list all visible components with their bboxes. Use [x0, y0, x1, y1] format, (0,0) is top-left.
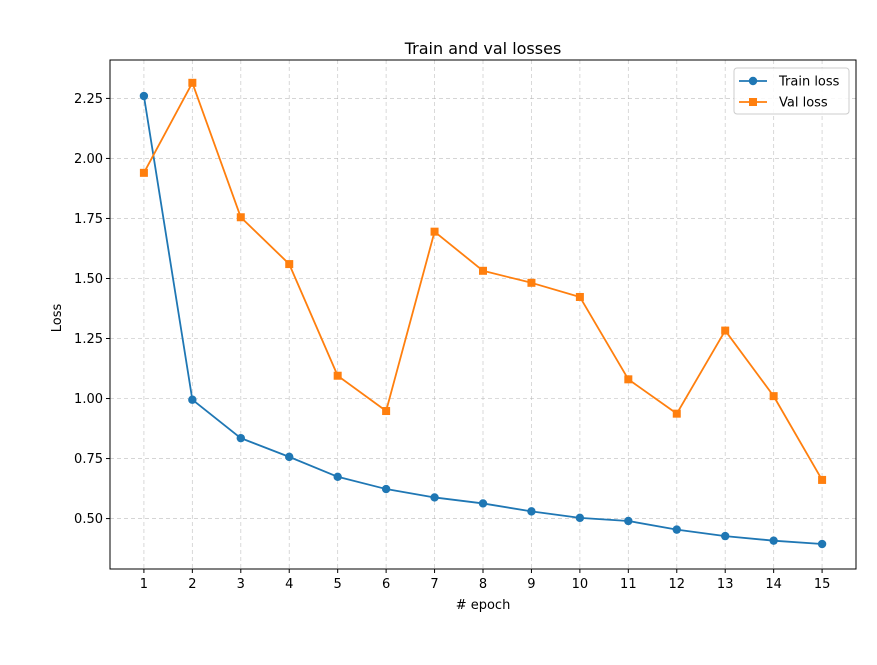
train-loss-point — [333, 472, 342, 482]
train-loss-legend-label: Train loss — [778, 75, 840, 90]
val-loss-point — [139, 168, 148, 177]
val-loss-point — [818, 475, 827, 484]
x-tick-label: 1 — [140, 577, 148, 592]
x-tick-label: 2 — [188, 577, 196, 592]
train-loss-point — [188, 395, 197, 404]
x-tick-label: 14 — [765, 577, 782, 592]
y-tick-label: 0.75 — [74, 452, 103, 467]
axis-ticks: 1 2 3 4 5 6 7 8 9 10 11 12 13 14 150.500.751.001.251.5… — [74, 92, 830, 592]
val-loss-point — [236, 213, 245, 222]
train-loss-point — [721, 531, 730, 541]
y-tick-label: 2.00 — [74, 152, 103, 167]
val-loss-point — [382, 407, 391, 416]
train-loss-point — [430, 493, 439, 502]
val-loss-point — [721, 326, 730, 335]
train-loss-point — [672, 525, 681, 534]
x-tick-label: 11 — [620, 577, 637, 592]
train-loss-point — [478, 499, 488, 508]
x-tick-label: 5 — [334, 577, 342, 592]
val-loss-point — [624, 375, 633, 384]
val-loss-point — [575, 292, 584, 301]
x-tick-label: 8 — [479, 577, 487, 592]
val-loss-point — [430, 227, 439, 236]
y-axis-label: Loss — [50, 304, 65, 333]
val-loss-legend-label: Val loss — [779, 96, 828, 111]
train-loss-point — [575, 513, 585, 523]
chart-title: Train and val losses — [404, 39, 562, 58]
x-tick-label: 9 — [527, 577, 535, 592]
x-tick-label: 10 — [572, 577, 589, 592]
train-loss-point — [817, 539, 827, 549]
val-loss-point — [479, 266, 487, 275]
train-loss-point — [527, 507, 536, 516]
y-tick-label: 1.75 — [74, 212, 103, 227]
val-loss-point — [188, 78, 197, 87]
val-loss-point — [672, 409, 681, 418]
train-loss-point — [624, 516, 633, 526]
x-tick-label: 7 — [430, 577, 438, 592]
train-loss-point — [139, 91, 149, 101]
val-loss-point — [333, 371, 342, 380]
x-tick-label: 4 — [285, 577, 293, 592]
y-tick-label: 1.00 — [74, 392, 103, 407]
train-loss-point — [285, 452, 294, 462]
x-tick-label: 15 — [814, 577, 831, 592]
x-tick-label: 13 — [717, 577, 734, 592]
y-tick-label: 0.50 — [74, 512, 103, 527]
val-loss-point — [527, 278, 536, 287]
grid — [110, 60, 856, 569]
train-loss-point — [769, 536, 778, 545]
y-tick-label: 1.50 — [74, 272, 103, 287]
x-axis-label: # epoch — [456, 598, 511, 613]
train-loss-point — [236, 433, 245, 443]
legend: Train loss Val loss — [733, 67, 850, 115]
x-tick-label: 12 — [668, 577, 685, 592]
series-layer — [139, 78, 827, 549]
x-tick-label: 6 — [382, 577, 390, 592]
val-loss-legend-marker — [749, 98, 757, 106]
val-loss-point — [769, 392, 778, 401]
y-tick-label: 2.25 — [74, 92, 103, 107]
train-loss-legend-marker — [748, 76, 758, 86]
y-tick-label: 1.25 — [74, 332, 103, 347]
x-tick-label: 3 — [237, 577, 245, 592]
train-loss-point — [381, 484, 391, 494]
val-loss-point — [285, 260, 294, 269]
